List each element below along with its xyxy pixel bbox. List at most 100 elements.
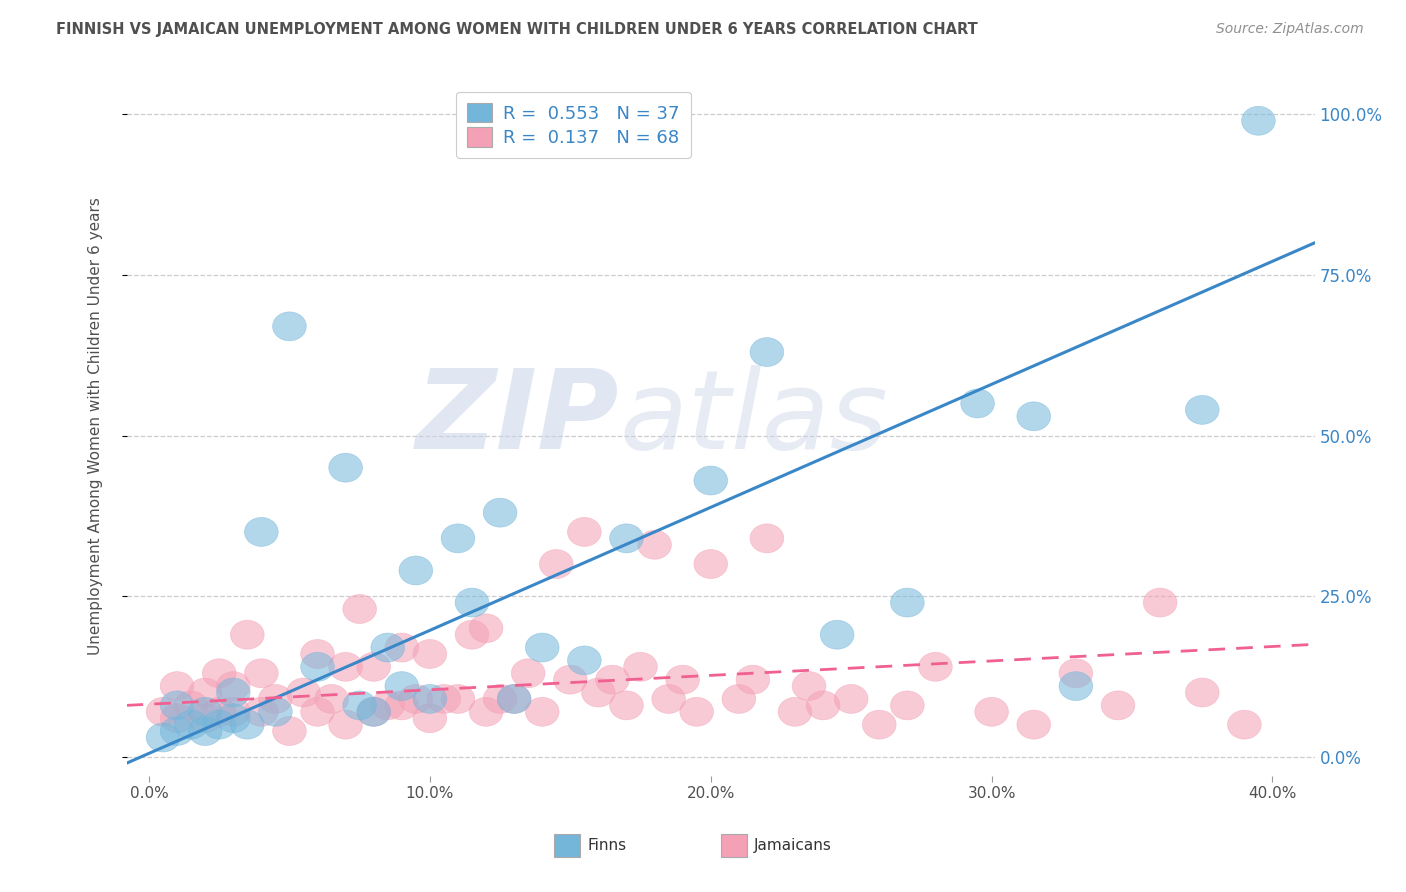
Ellipse shape: [610, 524, 644, 553]
Ellipse shape: [834, 684, 868, 714]
Ellipse shape: [596, 665, 630, 694]
Ellipse shape: [217, 672, 250, 700]
Ellipse shape: [160, 716, 194, 746]
Ellipse shape: [974, 698, 1008, 726]
Ellipse shape: [231, 620, 264, 649]
Ellipse shape: [202, 698, 236, 726]
Ellipse shape: [301, 698, 335, 726]
Ellipse shape: [301, 652, 335, 681]
Ellipse shape: [273, 716, 307, 746]
Ellipse shape: [427, 684, 461, 714]
Ellipse shape: [540, 549, 574, 579]
Ellipse shape: [1241, 106, 1275, 136]
Y-axis label: Unemployment Among Women with Children Under 6 years: Unemployment Among Women with Children U…: [89, 197, 103, 655]
Ellipse shape: [343, 691, 377, 720]
Ellipse shape: [582, 678, 616, 707]
Ellipse shape: [820, 620, 853, 649]
Ellipse shape: [413, 640, 447, 668]
Ellipse shape: [357, 652, 391, 681]
Ellipse shape: [512, 659, 546, 688]
Ellipse shape: [329, 710, 363, 739]
Ellipse shape: [735, 665, 769, 694]
Ellipse shape: [749, 524, 783, 553]
Ellipse shape: [638, 531, 672, 559]
Ellipse shape: [301, 640, 335, 668]
Ellipse shape: [749, 337, 783, 367]
Ellipse shape: [1017, 401, 1050, 431]
Ellipse shape: [792, 672, 825, 700]
Ellipse shape: [160, 704, 194, 732]
Text: ZIP: ZIP: [416, 366, 620, 473]
Ellipse shape: [695, 549, 727, 579]
Ellipse shape: [806, 691, 839, 720]
Ellipse shape: [329, 453, 363, 483]
Ellipse shape: [1059, 659, 1092, 688]
Ellipse shape: [695, 467, 727, 495]
Ellipse shape: [245, 698, 278, 726]
Ellipse shape: [498, 684, 531, 714]
Ellipse shape: [624, 652, 658, 681]
Text: Finns: Finns: [588, 838, 627, 853]
Ellipse shape: [1227, 710, 1261, 739]
Ellipse shape: [890, 691, 924, 720]
Ellipse shape: [188, 704, 222, 732]
Ellipse shape: [862, 710, 896, 739]
Ellipse shape: [357, 698, 391, 726]
Ellipse shape: [413, 704, 447, 732]
Text: Source: ZipAtlas.com: Source: ZipAtlas.com: [1216, 22, 1364, 37]
Ellipse shape: [160, 672, 194, 700]
Ellipse shape: [287, 678, 321, 707]
Ellipse shape: [385, 672, 419, 700]
Ellipse shape: [174, 710, 208, 739]
Ellipse shape: [666, 665, 700, 694]
Ellipse shape: [245, 659, 278, 688]
Ellipse shape: [498, 684, 531, 714]
Ellipse shape: [399, 556, 433, 585]
Ellipse shape: [315, 684, 349, 714]
Ellipse shape: [259, 684, 292, 714]
Ellipse shape: [188, 716, 222, 746]
Ellipse shape: [778, 698, 811, 726]
Ellipse shape: [456, 620, 489, 649]
Ellipse shape: [681, 698, 714, 726]
Ellipse shape: [146, 698, 180, 726]
FancyBboxPatch shape: [721, 834, 747, 856]
Ellipse shape: [202, 659, 236, 688]
Ellipse shape: [1185, 395, 1219, 425]
Text: FINNISH VS JAMAICAN UNEMPLOYMENT AMONG WOMEN WITH CHILDREN UNDER 6 YEARS CORRELA: FINNISH VS JAMAICAN UNEMPLOYMENT AMONG W…: [56, 22, 979, 37]
Ellipse shape: [385, 633, 419, 662]
Text: Jamaicans: Jamaicans: [754, 838, 832, 853]
Ellipse shape: [273, 312, 307, 341]
Ellipse shape: [484, 499, 517, 527]
Ellipse shape: [1101, 691, 1135, 720]
Ellipse shape: [554, 665, 588, 694]
Ellipse shape: [441, 684, 475, 714]
Ellipse shape: [1017, 710, 1050, 739]
Ellipse shape: [610, 691, 644, 720]
Ellipse shape: [217, 698, 250, 726]
Ellipse shape: [918, 652, 952, 681]
Ellipse shape: [371, 691, 405, 720]
Ellipse shape: [1185, 678, 1219, 707]
Ellipse shape: [399, 684, 433, 714]
Ellipse shape: [245, 517, 278, 547]
Ellipse shape: [217, 704, 250, 732]
Ellipse shape: [217, 678, 250, 707]
Ellipse shape: [174, 691, 208, 720]
Ellipse shape: [385, 691, 419, 720]
Ellipse shape: [343, 595, 377, 624]
Ellipse shape: [188, 678, 222, 707]
Ellipse shape: [202, 710, 236, 739]
Ellipse shape: [890, 588, 924, 617]
Ellipse shape: [568, 646, 602, 675]
Ellipse shape: [413, 684, 447, 714]
Ellipse shape: [441, 524, 475, 553]
Ellipse shape: [146, 723, 180, 752]
Ellipse shape: [1143, 588, 1177, 617]
Ellipse shape: [357, 698, 391, 726]
Ellipse shape: [371, 633, 405, 662]
Ellipse shape: [456, 588, 489, 617]
Ellipse shape: [526, 698, 560, 726]
Text: atlas: atlas: [620, 366, 889, 473]
Ellipse shape: [188, 698, 222, 726]
